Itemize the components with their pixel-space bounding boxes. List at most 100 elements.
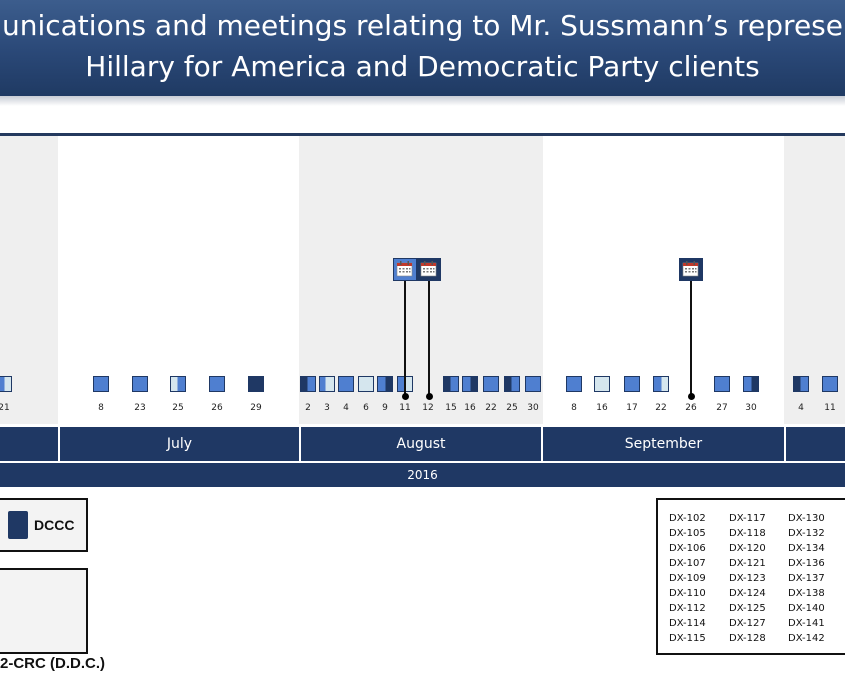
communication-marker bbox=[594, 376, 610, 392]
slide-title: unications and meetings relating to Mr. … bbox=[0, 0, 845, 96]
calendar-icon bbox=[393, 258, 417, 281]
day-label: 29 bbox=[250, 403, 262, 413]
exhibit-number: DX-128 bbox=[729, 633, 766, 644]
communication-marker bbox=[377, 376, 393, 392]
exhibit-number: DX-130 bbox=[788, 513, 825, 524]
month-cell bbox=[0, 427, 58, 461]
month-separator bbox=[58, 427, 60, 461]
day-label: 30 bbox=[527, 403, 539, 413]
communication-marker bbox=[170, 376, 186, 392]
day-label: 21 bbox=[0, 403, 10, 413]
day-label: 2 bbox=[305, 403, 311, 413]
communication-marker bbox=[319, 376, 335, 392]
calendar-icon bbox=[679, 258, 703, 281]
month-row: July August September bbox=[0, 427, 845, 461]
communication-marker bbox=[624, 376, 640, 392]
day-label: 12 bbox=[422, 403, 434, 413]
exhibit-number: DX-127 bbox=[729, 618, 766, 629]
calendar-icon bbox=[417, 258, 441, 281]
exhibit-number: DX-102 bbox=[669, 513, 706, 524]
communication-marker bbox=[743, 376, 759, 392]
exhibit-number: DX-106 bbox=[669, 543, 706, 554]
day-label: 16 bbox=[464, 403, 476, 413]
meeting-stem bbox=[404, 281, 406, 397]
exhibit-number: DX-114 bbox=[669, 618, 706, 629]
exhibit-list-box: DX-102 DX-105 DX-106 DX-107 DX-109 DX-110 DX-1… bbox=[656, 498, 845, 655]
communication-marker bbox=[132, 376, 148, 392]
exhibit-column-3: DX-130 DX-132 DX-134 DX-136 DX-137 DX-138 DX-1… bbox=[788, 511, 825, 646]
day-label: 8 bbox=[571, 403, 577, 413]
day-label: 11 bbox=[824, 403, 836, 413]
day-label: 8 bbox=[98, 403, 104, 413]
exhibit-number: DX-124 bbox=[729, 588, 766, 599]
day-label: 17 bbox=[626, 403, 638, 413]
day-label: 11 bbox=[399, 403, 411, 413]
day-label: 25 bbox=[506, 403, 518, 413]
month-cell-july: July bbox=[166, 436, 193, 452]
exhibit-number: DX-117 bbox=[729, 513, 766, 524]
month-cell-august: August bbox=[396, 436, 446, 452]
day-label: 9 bbox=[382, 403, 388, 413]
exhibit-number: DX-112 bbox=[669, 603, 706, 614]
legend-empty-box bbox=[0, 568, 88, 654]
legend-dccc-swatch bbox=[8, 511, 28, 539]
day-label: 23 bbox=[134, 403, 146, 413]
month-cell bbox=[786, 427, 845, 461]
exhibit-number: DX-109 bbox=[669, 573, 706, 584]
exhibit-number: DX-107 bbox=[669, 558, 706, 569]
communication-marker bbox=[462, 376, 478, 392]
day-label: 16 bbox=[596, 403, 608, 413]
communication-marker bbox=[358, 376, 374, 392]
day-label: 4 bbox=[343, 403, 349, 413]
day-label: 4 bbox=[798, 403, 804, 413]
communication-marker bbox=[525, 376, 541, 392]
communication-marker bbox=[566, 376, 582, 392]
meeting-stem bbox=[690, 281, 692, 397]
day-label: 27 bbox=[716, 403, 728, 413]
communication-marker bbox=[483, 376, 499, 392]
exhibit-number: DX-136 bbox=[788, 558, 825, 569]
slide-title-line-2: Hillary for America and Democratic Party… bbox=[85, 50, 760, 83]
exhibit-number: DX-138 bbox=[788, 588, 825, 599]
exhibit-number: DX-115 bbox=[669, 633, 706, 644]
title-shadow bbox=[0, 96, 845, 106]
exhibit-column-1: DX-102 DX-105 DX-106 DX-107 DX-109 DX-110 DX-1… bbox=[669, 511, 706, 646]
exhibit-number: DX-137 bbox=[788, 573, 825, 584]
legend-dccc-box: DCCC bbox=[0, 498, 88, 552]
exhibit-number: DX-141 bbox=[788, 618, 825, 629]
communication-marker bbox=[338, 376, 354, 392]
day-label: 22 bbox=[655, 403, 667, 413]
meeting-dot bbox=[426, 393, 433, 400]
timeline-top-rule bbox=[0, 133, 845, 136]
month-cell-september: September bbox=[624, 436, 703, 452]
exhibit-number: DX-120 bbox=[729, 543, 766, 554]
exhibit-number: DX-110 bbox=[669, 588, 706, 599]
meeting-stem bbox=[428, 281, 430, 397]
day-label: 3 bbox=[324, 403, 330, 413]
slide-title-line-1: unications and meetings relating to Mr. … bbox=[1, 9, 843, 42]
day-label: 26 bbox=[685, 403, 697, 413]
communication-marker bbox=[793, 376, 809, 392]
day-label: 6 bbox=[363, 403, 369, 413]
legend-dccc-label: DCCC bbox=[34, 517, 75, 533]
day-label: 22 bbox=[485, 403, 497, 413]
communication-marker bbox=[209, 376, 225, 392]
communication-marker bbox=[248, 376, 264, 392]
communication-marker bbox=[653, 376, 669, 392]
communication-marker bbox=[93, 376, 109, 392]
month-separator bbox=[541, 427, 543, 461]
communication-marker bbox=[822, 376, 838, 392]
exhibit-column-2: DX-117 DX-118 DX-120 DX-121 DX-123 DX-124 DX-1… bbox=[729, 511, 766, 646]
communication-marker bbox=[504, 376, 520, 392]
case-number-label: 2-CRC (D.D.C.) bbox=[0, 655, 105, 672]
communication-marker bbox=[443, 376, 459, 392]
month-separator bbox=[299, 427, 301, 461]
exhibit-number: DX-134 bbox=[788, 543, 825, 554]
month-separator bbox=[784, 427, 786, 461]
exhibit-number: DX-121 bbox=[729, 558, 766, 569]
exhibit-number: DX-125 bbox=[729, 603, 766, 614]
day-label: 25 bbox=[172, 403, 184, 413]
exhibit-number: DX-140 bbox=[788, 603, 825, 614]
exhibit-number: DX-123 bbox=[729, 573, 766, 584]
exhibit-number: DX-105 bbox=[669, 528, 706, 539]
